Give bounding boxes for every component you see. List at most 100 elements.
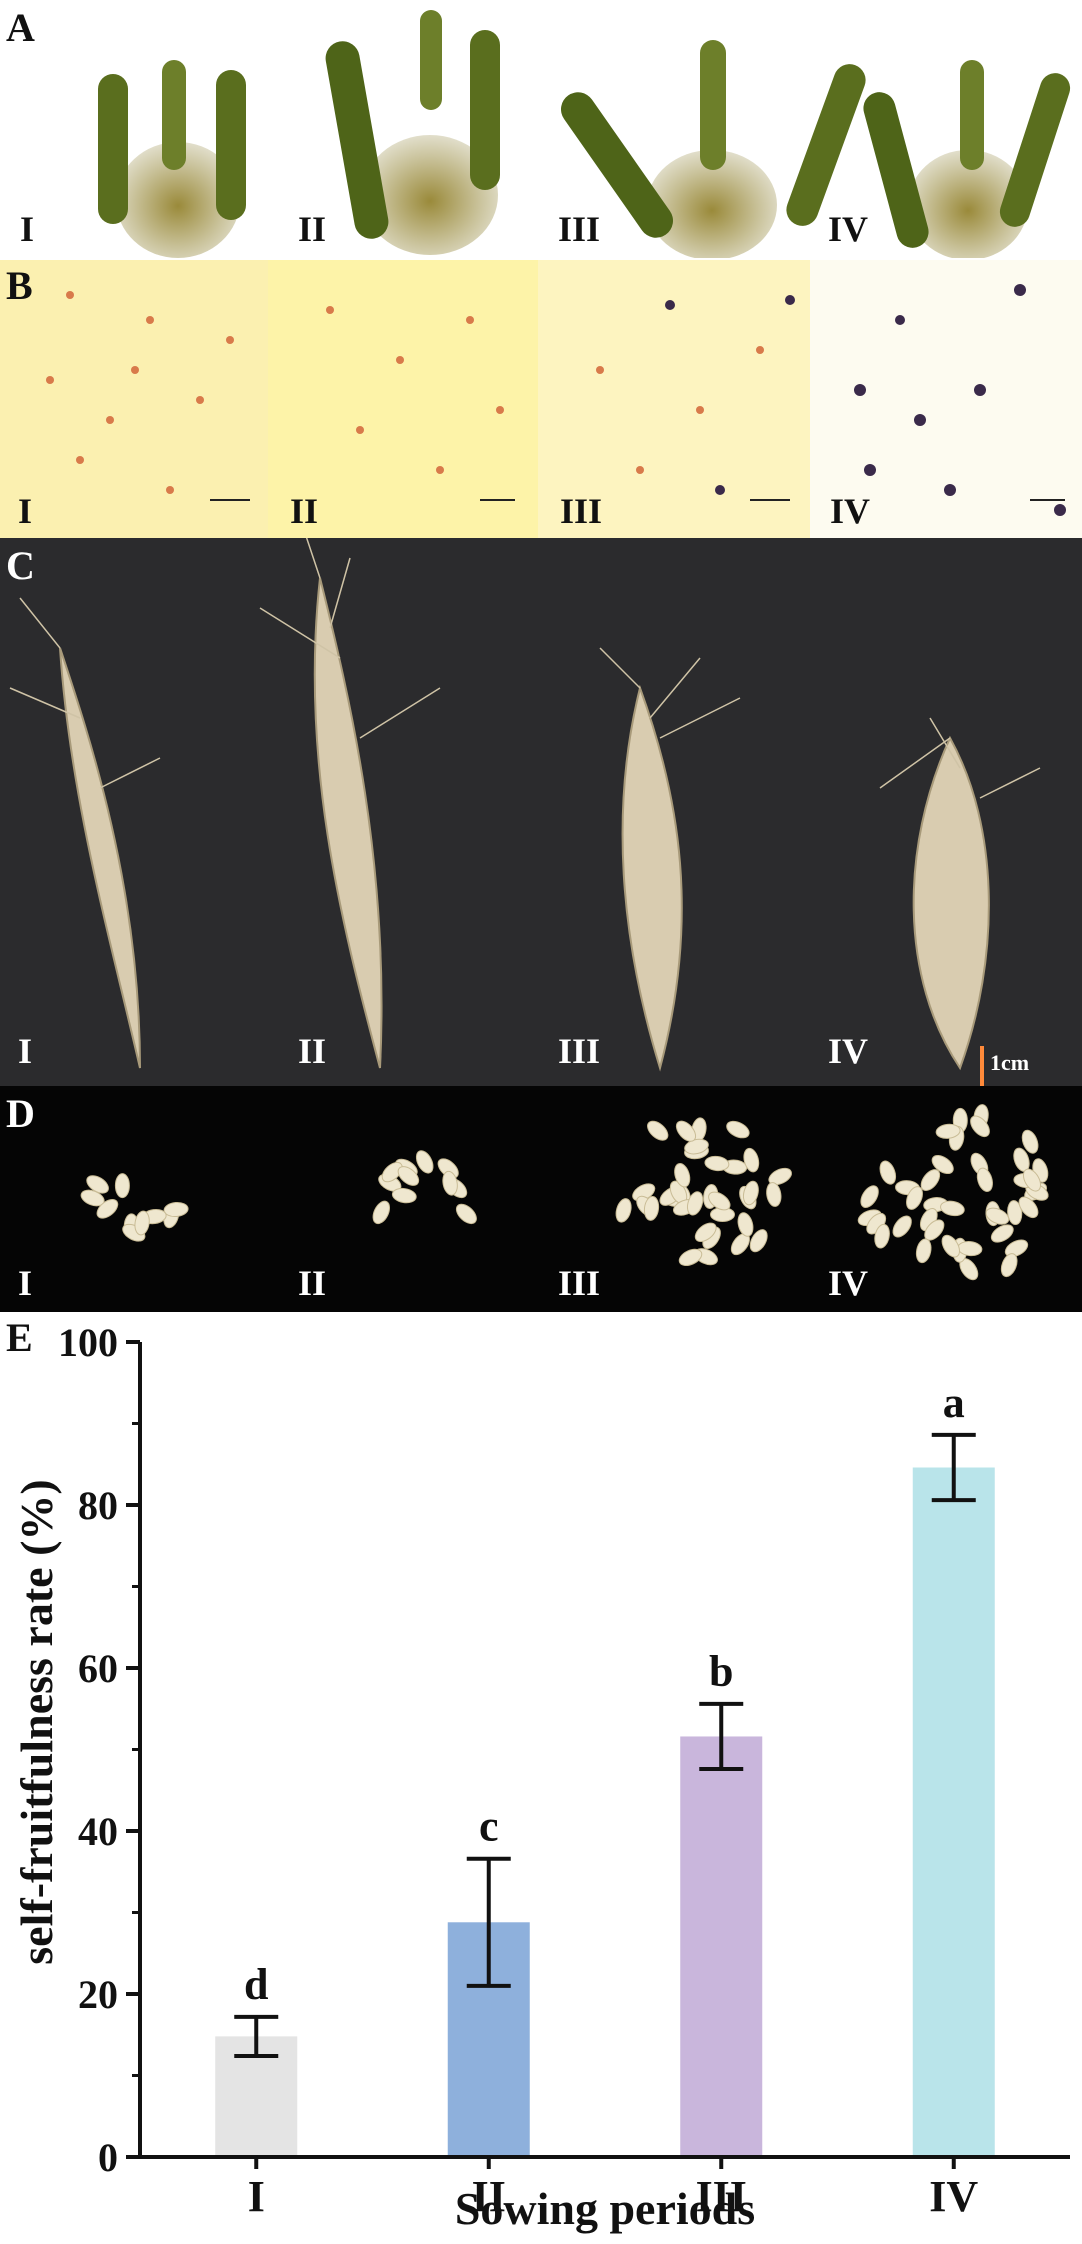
grain [381,1161,403,1183]
grain [742,1180,759,1206]
y-tick-label: 20 [78,1972,118,2017]
y-tick-label: 80 [78,1483,118,1528]
grain [892,1215,912,1238]
x-tick-label: I [248,2172,265,2221]
significance-label: d [244,1960,268,2009]
y-tick-label: 40 [78,1809,118,1854]
grain [704,1155,730,1172]
panel-c-spikes: C I II III IV 1cm [0,538,1082,1086]
panel-a-label-ii: II [298,209,327,249]
error-bar-i [234,2014,279,2058]
grain [675,1120,697,1142]
y-axis-label: self-fruitfulness rate (%) [11,1479,62,1964]
panel-a-label-i: I [20,209,35,249]
grain [935,1123,961,1139]
grain [96,1198,119,1219]
spike-illustration [9,538,1041,1086]
error-bar-iv [931,1432,976,1503]
y-tick-label: 60 [78,1646,118,1691]
grain [674,1163,691,1188]
grain [86,1175,109,1194]
x-tick-label: III [696,2172,747,2221]
grain [990,1224,1014,1243]
panel-c-label-ii: II [298,1031,327,1071]
spike-iii [621,684,683,1072]
spike-iv [912,735,990,1071]
significance-label: c [479,1802,499,1851]
grain [686,1191,704,1216]
spike-ii [313,577,383,1069]
grain [678,1248,703,1267]
pollen-grains [46,284,1066,516]
grain [134,1210,150,1236]
significance-label: b [709,1647,733,1696]
grain [1004,1239,1029,1258]
anther-ii [325,10,500,255]
scale-bar-label: 1cm [990,1050,1030,1075]
anther-iv [863,60,1071,258]
grain [737,1212,754,1237]
panel-a-label-iv: IV [828,209,869,249]
grain [766,1182,782,1207]
grain [1018,1196,1039,1219]
grain [985,1207,1010,1225]
panel-c-letter: C [6,543,35,588]
grain [615,1198,632,1223]
grain [1021,1129,1039,1154]
panel-d-label-iv: IV [828,1263,869,1303]
panel-d-letter: D [6,1091,35,1136]
grain [940,1200,965,1217]
error-bar-iii [699,1701,744,1772]
anther-iii [560,40,866,258]
grain [970,1115,990,1138]
significance-label: a [943,1378,965,1427]
grain [941,1234,960,1258]
grain-illustration [80,1104,1049,1281]
panel-b-letter: B [6,263,33,308]
grain [749,1229,768,1253]
error-bar-ii [466,1856,511,1988]
grain [114,1173,130,1199]
grain [976,1167,993,1192]
bar-iv [912,1467,995,2157]
grain [1022,1168,1042,1192]
anther-i [98,60,246,258]
panel-b-pollen: B I II III IV [0,260,1082,538]
x-axis-label: Sowing periods [455,2183,755,2234]
panel-b-label-iv: IV [830,491,871,531]
x-tick-label: IV [929,2172,978,2221]
panel-b-label-iii: III [560,491,603,531]
panel-b-label-ii: II [290,491,319,531]
panel-a-anthers: A I II III IV [0,0,1082,258]
panel-a-letter: A [6,5,35,50]
grain [391,1187,417,1204]
bar-iii [680,1736,763,2157]
grain [694,1222,717,1243]
grain [879,1160,897,1185]
grain [1007,1200,1023,1226]
panel-a-label-iii: III [558,209,601,249]
grain [743,1147,760,1173]
grain [920,1169,941,1191]
anther-illustration [98,10,1071,258]
panel-b-label-i: I [18,491,33,531]
panel-d-label-ii: II [298,1263,327,1303]
grain [455,1203,477,1225]
grain [397,1166,420,1186]
grain [163,1201,189,1218]
panel-d-label-iii: III [558,1263,601,1303]
grain [860,1185,879,1208]
grain [726,1120,750,1139]
panel-d-label-i: I [18,1263,33,1303]
panel-c-label-iv: IV [828,1031,869,1071]
panel-d-grains: D I II III IV [0,1086,1082,1312]
y-tick-label: 0 [98,2135,118,2180]
y-tick-label: 100 [58,1320,118,1365]
grain [874,1223,890,1249]
x-tick-label: II [472,2172,506,2221]
spike-i [59,647,141,1069]
grain [1000,1253,1018,1278]
grain [647,1120,669,1141]
panel-e-letter: E [6,1315,33,1360]
